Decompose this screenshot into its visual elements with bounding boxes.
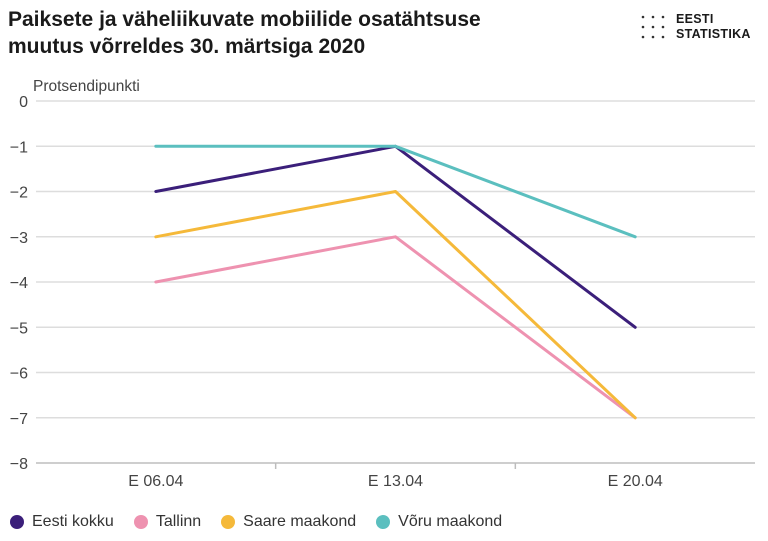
legend-item-2: Tallinn — [133, 513, 202, 531]
legend-dot-icon — [221, 515, 236, 529]
legend-dot-icon — [10, 515, 24, 529]
eesti-statistika-logo: EESTI STATISTIKA — [640, 12, 760, 44]
chart-legend: Eesti kokku Tallinn Saare maakond Võru maak… — [10, 510, 522, 534]
y-tick-label: −4 — [10, 275, 28, 292]
legend-label: Tallinn — [155, 513, 202, 530]
legend-label: Saare maakond — [243, 513, 357, 530]
x-tick-label: E 13.04 — [368, 473, 423, 490]
y-axis-title: Protsendipunkti — [33, 78, 140, 95]
x-tick-label: E 20.04 — [608, 473, 663, 490]
chart-series — [154, 144, 637, 420]
series-line-3 — [154, 190, 637, 420]
legend-item-4: Võru maakond — [376, 513, 502, 531]
legend-label: Võru maakond — [398, 513, 503, 530]
x-tick-label: E 06.04 — [128, 473, 183, 490]
chart-title: Paiksete ja väheliikuvate mobiilide osat… — [8, 8, 481, 58]
y-tick-label: −5 — [10, 320, 28, 337]
legend-item-3: Saare maakond — [221, 513, 356, 531]
y-tick-label: −7 — [10, 411, 28, 428]
legend-dot-icon — [376, 515, 391, 529]
line-chart: 0 −1 −2 −3 −4 −5 −6 −7 −8 Protsendipunkti E 06.04… — [10, 78, 755, 490]
y-tick-label: −1 — [10, 139, 28, 156]
logo-dots-icon — [641, 15, 665, 39]
legend-label: Eesti kokku — [32, 513, 114, 530]
series-line-4 — [154, 144, 637, 239]
y-tick-label: −2 — [10, 185, 28, 202]
legend-item-1: Eesti kokku — [10, 513, 114, 531]
legend-dot-icon — [133, 515, 148, 529]
y-axis: 0 −1 −2 −3 −4 −5 −6 −7 −8 Protsendipunkti — [10, 78, 140, 473]
y-tick-label: −8 — [10, 456, 28, 473]
logo-text: EESTI STATISTIKA — [676, 12, 751, 41]
y-tick-label: −6 — [10, 366, 28, 383]
x-axis: E 06.04 E 13.04 E 20.04 — [128, 463, 663, 490]
series-line-2 — [154, 235, 637, 420]
y-tick-label: 0 — [19, 94, 28, 111]
y-tick-label: −3 — [10, 230, 28, 247]
chart-grid — [36, 100, 755, 464]
